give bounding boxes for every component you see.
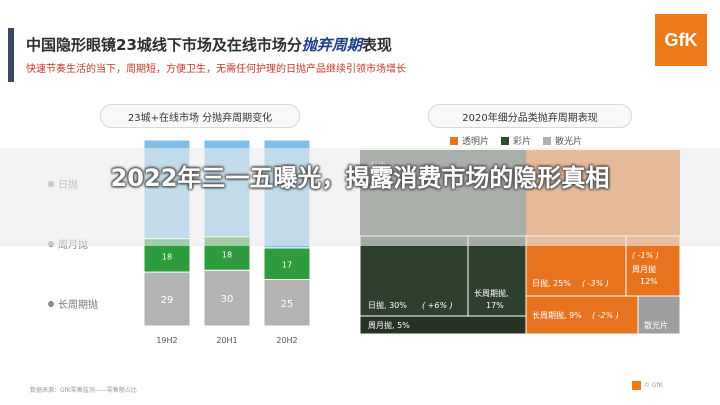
row-label-long-text: 长周期抛 [58,300,98,311]
banner-headline: 2022年三一五曝光，揭露消费市场的隐形真相 [110,164,610,192]
treemap-block-color-daily [360,235,469,317]
footer-logo: © GfK [632,381,663,390]
treemap-block-color-long [467,235,527,317]
treemap-text-toric: 散光片 [644,320,668,330]
bar-value-label-20H1-0: 30 [221,294,234,305]
right-chart-title: 2020年细分品类抛弃周期表现 [428,104,632,128]
title-accent-bar [8,28,14,82]
page-subtitle: 快速节奏生活的当下，周期短，方便卫生，无需任何护理的日抛产品继续引领市场增长 [26,64,406,75]
treemap-legend: 透明片 彩片 散光片 [450,134,582,147]
legend-swatch-toric [543,136,552,145]
source-footnote: 数据来源：GfK零售监测——零售额占比 [30,387,137,394]
left-chart-title: 23城+在线市场 分抛弃周期变化 [100,104,300,128]
bullet-icon [48,300,54,307]
title-post: 表现 [361,36,392,54]
bar-segment-20H1-0 [203,269,251,327]
treemap-text-clear-long-change: ( -2% ) [592,311,619,320]
legend-swatch-clear [450,136,458,145]
treemap-text-clear-daily: 日抛, 25% [532,278,571,288]
treemap-text-color-daily-change: ( +6% ) [422,301,453,310]
legend-label-clear: 透明片 [462,137,490,147]
treemap-text-color-long: 长周期抛, [474,288,509,298]
row-label-long: 长周期抛 [48,296,98,311]
treemap-text-color-long-pct: 17% [486,301,504,310]
title-pre: 中国隐形眼镜23城线下市场及在线市场分 [26,36,302,54]
treemap-text-clear-long: 长周期抛, 9% [532,310,582,320]
legend-item-color: 彩片 [501,134,531,147]
treemap-text-clear-weekly-pct: 12% [640,277,658,286]
page-title: 中国隐形眼镜23城线下市场及在线市场分抛弃周期表现 [26,34,392,55]
gfk-mini-icon [632,381,641,390]
legend-item-toric: 散光片 [543,134,582,147]
x-tick-label-20H1: 20H1 [216,336,237,345]
x-tick-label-19H2: 19H2 [156,336,177,345]
treemap-block-toric [637,295,680,334]
legend-swatch-color [501,136,510,145]
treemap-text-clear-weekly: 周月抛 [632,264,656,274]
bar-value-label-19H2-1: 18 [162,252,172,261]
bar-value-label-20H1-1: 18 [222,250,232,259]
treemap-text-clear-weekly-change: ( -1% ) [632,251,659,260]
treemap-text-clear-daily-change: ( -3% ) [582,279,609,288]
legend-item-clear: 透明片 [450,134,489,147]
bar-value-label-19H2-0: 29 [161,295,174,306]
legend-label-color: 彩片 [513,137,532,147]
banner-overlay [0,148,720,246]
title-highlight: 抛弃周期 [301,36,362,54]
treemap-block-clear-weekly [625,235,680,297]
gfk-logo: GfK [655,14,707,66]
x-tick-label-20H2: 20H2 [276,336,297,345]
legend-label-toric: 散光片 [555,137,583,147]
bar-value-label-20H2-0: 25 [281,299,294,310]
bar-value-label-20H2-1: 17 [282,261,292,270]
treemap-text-color-daily: 日抛, 30% [368,300,407,310]
footer-logo-text: © GfK [644,382,663,389]
treemap-block-clear-daily [525,235,627,297]
bar-segment-20H2-1 [263,247,311,280]
bar-segment-20H2-0 [263,279,311,327]
treemap-text-color-weekly: 周月抛, 5% [368,320,410,330]
